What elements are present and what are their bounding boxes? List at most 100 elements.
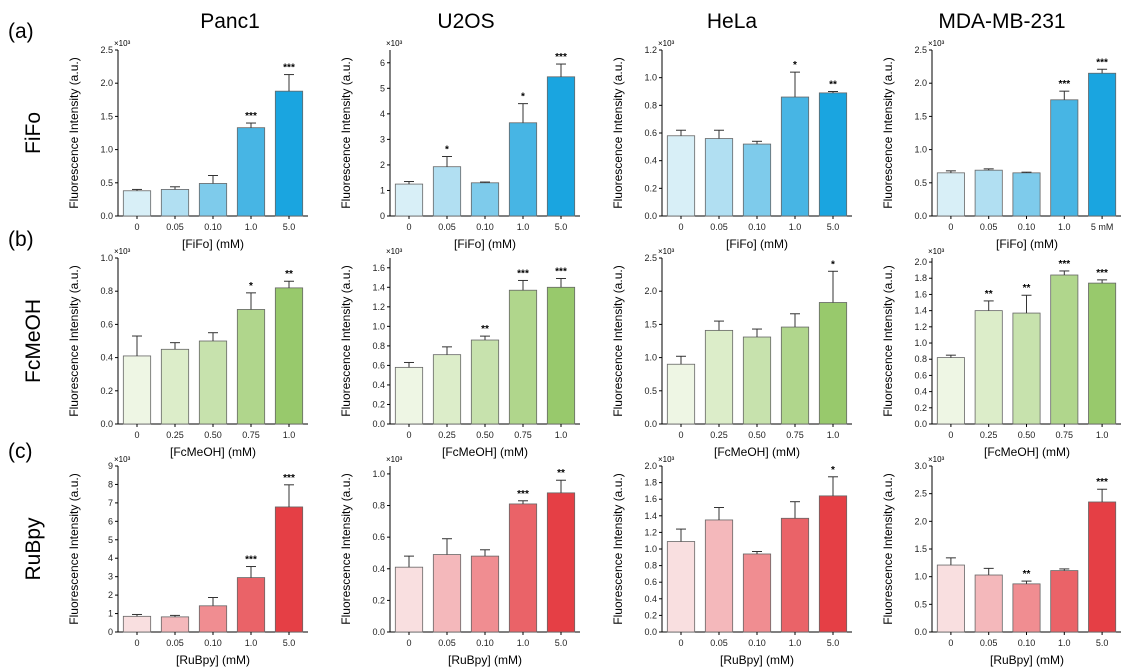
y-tick-label: 0.4 [644, 156, 657, 166]
y-tick-label: 0.8 [372, 341, 385, 351]
x-axis-label: [FcMeOH] (mM) [984, 445, 1070, 459]
x-tick-label: 5.0 [283, 638, 296, 648]
significance-marker: ** [985, 289, 993, 300]
y-tick-label: 2.5 [644, 253, 657, 263]
y-tick-label: 0.4 [100, 353, 113, 363]
y-tick-label: 1.2 [644, 45, 657, 55]
y-tick-label: 1.5 [100, 111, 113, 121]
x-axis-label: [FiFo] (mM) [996, 237, 1058, 251]
x-tick-label: 0.75 [1056, 430, 1074, 440]
x-tick-label: 1.0 [555, 430, 568, 440]
bar [508, 122, 538, 217]
bar [394, 366, 424, 425]
chart-panel-8: 0 1 2 3 4 5 6 7 8 9×10³ 0 0.05 0.10 *** 1.0 *** 5.0 [RuBp… [67, 455, 308, 667]
bar [742, 553, 772, 633]
x-tick-label: 0 [406, 430, 411, 440]
y-tick-label: 0.2 [100, 386, 113, 396]
significance-marker: *** [1058, 259, 1070, 270]
x-tick-label: 0 [678, 222, 683, 232]
x-tick-label: 0.75 [242, 430, 260, 440]
x-tick-label: 5.0 [555, 222, 568, 232]
chart-panel-11: 0.0 0.5 1.0 1.5 2.0 2.5 3.0×10³ 0 0.05 ** 0.10 1.0 *… [881, 455, 1121, 667]
x-tick-label: 0.05 [980, 222, 998, 232]
bar [198, 340, 228, 425]
chart-panel-10: 0.0 0.2 0.4 0.6 0.8 1.0 1.2 1.4 1.6 1.8 2.0×10³ 0 0.… [611, 455, 852, 667]
bar [432, 354, 462, 425]
y-tick-label: 0.0 [372, 627, 385, 637]
y-axis-label: Fluorescence Intensity (a.u.) [881, 473, 895, 624]
y-tick-label: 0.8 [372, 501, 385, 511]
x-tick-label: 0.50 [204, 430, 222, 440]
y-tick-label: 0.2 [644, 183, 657, 193]
chart-panel-5: 0.0 0.2 0.4 0.6 0.8 1.0 1.2 1.4 1.6×10³ 0 0.25 ** 0.… [339, 247, 580, 459]
bar [936, 564, 965, 633]
y-axis-label: Fluorescence Intensity (a.u.) [67, 57, 81, 208]
y-tick-label: 2 [380, 160, 385, 170]
bar [1012, 583, 1041, 633]
y-tick-label: 6 [108, 516, 113, 526]
y-tick-label: 0 [108, 627, 113, 637]
significance-marker: * [445, 144, 449, 155]
significance-marker: *** [555, 267, 567, 278]
x-tick-label: 0.25 [980, 430, 998, 440]
bar [546, 286, 576, 425]
y-tick-label: 1.0 [372, 469, 385, 479]
axis-multiplier: ×10³ [928, 39, 945, 48]
x-axis-label: [RuBpy] (mM) [448, 653, 522, 667]
x-tick-label: 1.0 [517, 638, 530, 648]
x-axis-label: [FcMeOH] (mM) [442, 445, 528, 459]
y-tick-label: 0.0 [644, 419, 657, 429]
y-tick-label: 1.2 [644, 527, 657, 537]
bar [704, 138, 734, 217]
y-tick-label: 0.8 [914, 354, 927, 364]
y-tick-label: 2.0 [644, 286, 657, 296]
y-tick-label: 0.2 [372, 399, 385, 409]
x-tick-label: 0.25 [710, 430, 728, 440]
y-tick-label: 8 [108, 479, 113, 489]
significance-marker: * [831, 259, 835, 270]
x-axis-label: [RuBpy] (mM) [720, 653, 794, 667]
column-title-3: MDA-MB-231 [938, 10, 1065, 33]
bar [122, 615, 152, 633]
y-tick-label: 2.0 [644, 461, 657, 471]
bar [1088, 501, 1117, 633]
y-tick-label: 0.0 [644, 211, 657, 221]
bar [160, 189, 190, 217]
significance-marker: *** [245, 555, 257, 566]
significance-marker: *** [517, 489, 529, 500]
y-tick-label: 1.0 [914, 572, 927, 582]
y-axis-label: Fluorescence Intensity (a.u.) [611, 57, 625, 208]
x-tick-label: 1.0 [1058, 638, 1071, 648]
y-tick-label: 0.0 [100, 419, 113, 429]
bar [818, 495, 848, 633]
y-axis-label: Fluorescence Intensity (a.u.) [611, 265, 625, 416]
bar [274, 287, 304, 425]
bar [780, 517, 810, 633]
bar [470, 555, 500, 633]
bar [704, 519, 734, 633]
x-tick-label: 0.75 [514, 430, 532, 440]
x-tick-label: 0 [948, 430, 953, 440]
y-tick-label: 1.6 [644, 494, 657, 504]
y-tick-label: 0.6 [644, 577, 657, 587]
y-tick-label: 0.6 [914, 370, 927, 380]
y-tick-label: 0.6 [644, 128, 657, 138]
bar [236, 309, 266, 425]
axis-multiplier: ×10³ [658, 455, 675, 464]
row-label-2: RuBpy [22, 517, 45, 581]
bar [936, 172, 965, 217]
significance-marker: *** [1096, 268, 1108, 279]
y-tick-label: 3 [380, 134, 385, 144]
significance-marker: * [793, 60, 797, 71]
bar [274, 506, 304, 633]
bar [122, 355, 152, 425]
y-tick-label: 0.0 [914, 211, 927, 221]
x-tick-label: 0.05 [710, 222, 728, 232]
x-axis-label: [RuBpy] (mM) [176, 653, 250, 667]
y-axis-label: Fluorescence Intensity (a.u.) [611, 473, 625, 624]
x-tick-label: 0.75 [786, 430, 804, 440]
x-tick-label: 0 [134, 222, 139, 232]
y-tick-label: 3.0 [914, 461, 927, 471]
x-tick-label: 0.10 [476, 222, 494, 232]
